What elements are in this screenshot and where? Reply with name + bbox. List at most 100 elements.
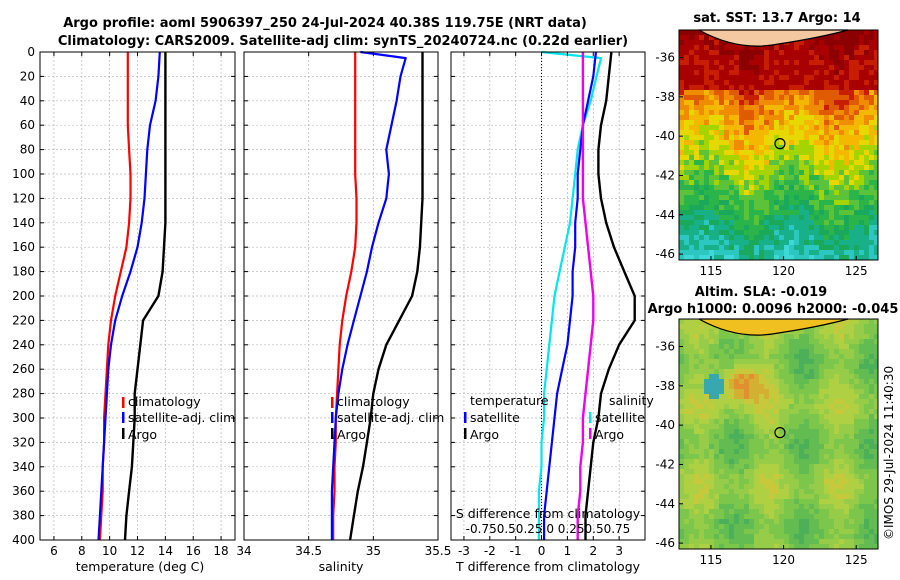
map-cell [724,240,729,245]
map-cell [824,449,829,454]
map-cell [734,419,739,424]
map-cell [689,519,694,524]
map-cell [699,514,704,519]
map-cell [804,225,809,230]
map-cell [679,120,684,125]
map-cell [689,339,694,344]
map-cell [819,374,824,379]
map-cell [774,65,779,70]
map-cell [719,529,724,534]
map-cell [764,60,769,65]
map-cell [784,180,789,185]
map-cell [829,479,834,484]
map-cell [719,404,724,409]
map-cell [699,225,704,230]
map-cell [864,374,869,379]
map-cell [704,40,709,45]
map-cell [779,100,784,105]
map-cell [869,215,874,220]
map-cell [714,90,719,95]
map-cell [709,225,714,230]
map-cell [684,404,689,409]
map-cell [719,459,724,464]
map-cell [719,230,724,235]
map-cell [699,424,704,429]
map-cell [714,130,719,135]
map-cell [719,215,724,220]
map-cell [844,145,849,150]
y-tick-label: 80 [20,143,35,157]
map-cell [724,479,729,484]
map-cell [759,539,764,544]
map-cell [694,165,699,170]
map-cell [749,125,754,130]
map-cell [689,205,694,210]
map-cell [724,534,729,539]
map-cell [869,220,874,225]
x-tick-label: 115 [700,553,723,567]
map-cell [809,469,814,474]
map-cell [814,429,819,434]
map-cell [809,364,814,369]
map-cell [829,255,834,260]
map-cell [784,434,789,439]
map-cell [819,474,824,479]
map-cell [699,65,704,70]
map-cell [789,135,794,140]
map-cell [849,439,854,444]
map-cell [749,135,754,140]
map-cell [779,529,784,534]
map-cell [714,155,719,160]
map-cell [784,110,789,115]
map-cell [849,130,854,135]
map-cell [834,100,839,105]
map-cell [834,190,839,195]
map-cell [764,504,769,509]
map-cell [734,110,739,115]
map-cell [779,50,784,55]
map-cell [869,454,874,459]
map-cell [789,459,794,464]
map-cell [839,344,844,349]
map-cell [859,185,864,190]
map-cell [849,155,854,160]
map-cell [704,220,709,225]
map-cell [839,250,844,255]
map-cell [844,339,849,344]
map-cell [784,404,789,409]
map-cell [809,504,814,509]
map-cell [734,255,739,260]
map-cell [704,394,709,399]
map-cell [689,85,694,90]
map-cell [749,394,754,399]
map-cell [779,160,784,165]
map-cell [734,504,739,509]
map-frame [678,29,879,261]
map-cell [834,414,839,419]
map-cell [859,319,864,324]
map-cell [744,509,749,514]
map-cell [859,180,864,185]
map-cell [744,85,749,90]
map-cell [819,454,824,459]
map-cell [839,529,844,534]
map-cell [789,50,794,55]
map-cell [854,434,859,439]
map-cell [859,65,864,70]
map-cell [804,175,809,180]
map-cell [754,185,759,190]
map-cell [844,449,849,454]
map-cell [794,379,799,384]
map-cell [814,359,819,364]
map-cell [769,65,774,70]
map-cell [759,519,764,524]
map-cell [859,434,864,439]
map-cell [764,349,769,354]
map-cell [769,479,774,484]
map-cell [864,230,869,235]
map-cell [729,429,734,434]
map-cell [839,509,844,514]
map-cell [759,140,764,145]
map-cell [679,215,684,220]
map-cell [719,499,724,504]
